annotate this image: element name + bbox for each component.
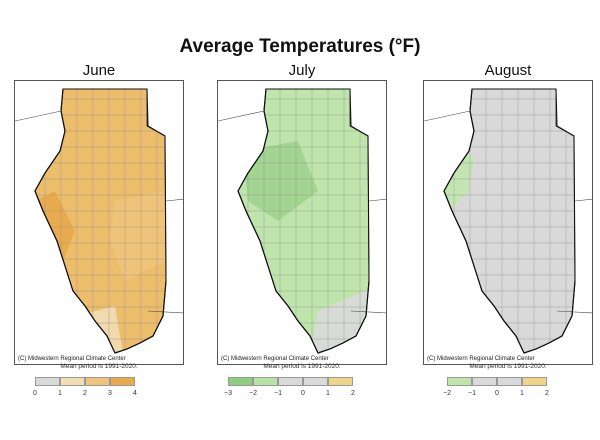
anomaly-region (243, 141, 318, 221)
panel-title-june: June (82, 62, 116, 79)
legend-tick-label: 0 (301, 390, 305, 397)
panel-title-july: July (288, 62, 316, 79)
legend-swatch (35, 377, 60, 386)
legend-swatch (522, 377, 547, 386)
legend-tick-label: 1 (326, 390, 330, 397)
mean-period-note: Mean period is 1991-2020. (60, 363, 138, 370)
anomaly-region (444, 151, 474, 221)
legend-swatch (228, 377, 253, 386)
legend-swatch (278, 377, 303, 386)
map-credit: (C) Midwestern Regional Climate Center (427, 356, 535, 362)
mean-period-note: Mean period is 1991-2020. (263, 363, 341, 370)
legend-tick-label: −2 (443, 390, 451, 397)
legend-tick-label: 2 (545, 390, 549, 397)
map-graphic (218, 88, 386, 354)
legend-tick-label: 1 (520, 390, 524, 397)
legend-tick-label: −3 (224, 390, 232, 397)
legend-swatch (110, 377, 135, 386)
legend-tick-label: −2 (249, 390, 257, 397)
legend-august (447, 377, 547, 387)
legend-tick-label: 4 (133, 390, 137, 397)
legend-swatch (472, 377, 497, 386)
legend-tick-label: −1 (468, 390, 476, 397)
legend-tick-label: 1 (58, 390, 62, 397)
legend-tick-label: 2 (351, 390, 355, 397)
map-graphic (15, 88, 183, 354)
map-june: (C) Midwestern Regional Climate Center (14, 80, 184, 365)
map-credit: (C) Midwestern Regional Climate Center (18, 356, 126, 362)
legend-july (228, 377, 353, 387)
legend-swatch (85, 377, 110, 386)
legend-swatch (253, 377, 278, 386)
legend-swatch (60, 377, 85, 386)
figure-title: Average Temperatures (°F) (179, 36, 421, 57)
legend-tick-label: 0 (33, 390, 37, 397)
map-graphic (424, 88, 592, 354)
legend-tick-label: 3 (108, 390, 112, 397)
legend-tick-label: −1 (274, 390, 282, 397)
map-credit: (C) Midwestern Regional Climate Center (221, 356, 329, 362)
legend-swatch (328, 377, 353, 386)
legend-tick-label: 2 (83, 390, 87, 397)
legend-june (35, 377, 135, 387)
legend-swatch (303, 377, 328, 386)
map-july: (C) Midwestern Regional Climate Center (217, 80, 387, 365)
panel-title-august: August (484, 62, 532, 79)
anomaly-region (110, 191, 165, 281)
mean-period-note: Mean period is 1991-2020. (469, 363, 547, 370)
legend-swatch (447, 377, 472, 386)
legend-tick-label: 0 (495, 390, 499, 397)
map-august: (C) Midwestern Regional Climate Center (423, 80, 593, 365)
legend-swatch (497, 377, 522, 386)
